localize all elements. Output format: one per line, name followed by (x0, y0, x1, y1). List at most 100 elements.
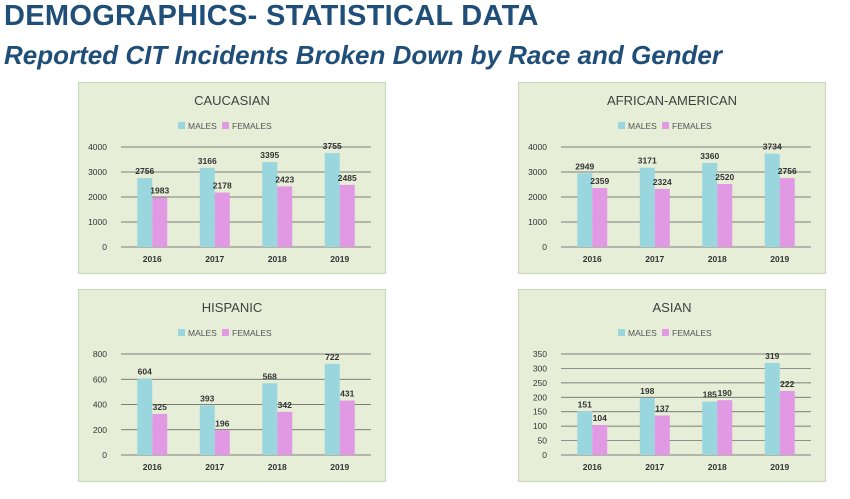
data-label: 2756 (135, 166, 154, 176)
bar-females (654, 415, 670, 455)
y-tick-label: 150 (533, 407, 547, 417)
y-tick-label: 0 (542, 450, 547, 460)
bar-females (779, 390, 795, 455)
bar-females (152, 413, 168, 455)
legend-label-males: MALES (628, 121, 657, 131)
x-tick-label: 2017 (205, 462, 224, 472)
bar-females (339, 400, 355, 455)
bar-males (577, 411, 593, 455)
chart-title: AFRICAN-AMERICAN (607, 93, 737, 108)
data-label: 3395 (260, 150, 279, 160)
legend-swatch-females (662, 329, 669, 336)
data-label: 2485 (338, 173, 357, 183)
chart-legend: MALES FEMALES (618, 328, 712, 338)
legend-label-females: FEMALES (672, 121, 712, 131)
y-tick-label: 0 (542, 242, 547, 252)
page-subtitle: Reported CIT Incidents Broken Down by Ra… (4, 40, 723, 70)
bar-females (717, 184, 733, 247)
data-label: 431 (340, 389, 354, 399)
legend-swatch-males (178, 122, 185, 129)
legend-swatch-males (618, 122, 625, 129)
chart-title: CAUCASIAN (194, 93, 270, 108)
data-label: 2423 (275, 174, 294, 184)
legend-label-females: FEMALES (232, 121, 272, 131)
legend-label-females: FEMALES (672, 328, 712, 338)
data-label: 3171 (638, 156, 657, 166)
y-tick-label: 200 (533, 392, 547, 402)
legend-swatch-females (222, 329, 229, 336)
data-label: 1983 (150, 185, 169, 195)
chart-title: ASIAN (652, 300, 691, 315)
y-tick-label: 300 (533, 363, 547, 373)
bar-females (717, 400, 733, 455)
bar-males (262, 162, 278, 247)
legend-swatch-females (222, 122, 229, 129)
legend-swatch-males (178, 329, 185, 336)
bar-males (262, 383, 278, 455)
y-tick-label: 400 (93, 400, 107, 410)
data-label: 196 (215, 418, 229, 428)
bar-females (214, 192, 230, 247)
bar-females (654, 188, 670, 247)
x-tick-label: 2018 (268, 254, 287, 264)
bar-females (779, 178, 795, 247)
x-tick-label: 2016 (583, 254, 602, 264)
data-label: 2949 (575, 161, 594, 171)
legend-label-males: MALES (188, 328, 217, 338)
x-tick-label: 2018 (708, 462, 727, 472)
chart-svg: AFRICAN-AMERICAN MALES FEMALES 0 1000 2000 300… (528, 93, 811, 264)
x-tick-label: 2018 (708, 254, 727, 264)
data-label: 151 (578, 399, 592, 409)
data-label: 722 (325, 352, 339, 362)
legend-label-females: FEMALES (232, 328, 272, 338)
data-label: 3755 (323, 141, 342, 151)
legend-swatch-females (662, 122, 669, 129)
data-label: 325 (153, 402, 167, 412)
y-tick-label: 3000 (528, 167, 547, 177)
bar-males (764, 153, 780, 247)
bar-males (702, 401, 718, 455)
x-tick-label: 2016 (143, 462, 162, 472)
chart-title: HISPANIC (202, 300, 262, 315)
chart-panel-caucasian: CAUCASIAN MALES FEMALES 0 1000 2000 3000 4000 27… (78, 82, 386, 274)
y-tick-label: 1000 (528, 217, 547, 227)
y-tick-label: 600 (93, 374, 107, 384)
y-tick-label: 2000 (528, 192, 547, 202)
bar-males (199, 167, 215, 247)
data-label: 393 (200, 393, 214, 403)
data-label: 3734 (763, 142, 782, 152)
x-tick-label: 2016 (583, 462, 602, 472)
x-tick-label: 2017 (645, 254, 664, 264)
bar-females (339, 184, 355, 247)
chart-svg: ASIAN MALES FEMALES 0 50 100 150 200 250 300 350 15… (533, 300, 811, 472)
x-tick-label: 2016 (143, 254, 162, 264)
y-tick-label: 100 (533, 421, 547, 431)
x-tick-label: 2019 (770, 462, 789, 472)
chart-legend: MALES FEMALES (618, 121, 712, 131)
y-tick-label: 0 (102, 242, 107, 252)
data-label: 2359 (590, 176, 609, 186)
legend-label-males: MALES (188, 121, 217, 131)
bar-males (199, 405, 215, 455)
data-label: 185 (703, 390, 717, 400)
bar-males (577, 173, 593, 247)
data-label: 2324 (653, 177, 672, 187)
bar-females (152, 197, 168, 247)
bar-males (764, 362, 780, 455)
y-tick-label: 50 (538, 436, 548, 446)
page-title: DEMOGRAPHICS- STATISTICAL DATA (4, 0, 539, 32)
y-tick-label: 250 (533, 378, 547, 388)
data-label: 604 (138, 367, 152, 377)
y-tick-label: 3000 (88, 167, 107, 177)
y-tick-label: 200 (93, 425, 107, 435)
x-tick-label: 2017 (205, 254, 224, 264)
chart-panel-hispanic: HISPANIC MALES FEMALES 0 200 400 600 800 604 325 2… (78, 289, 386, 482)
x-tick-label: 2019 (770, 254, 789, 264)
data-label: 198 (640, 386, 654, 396)
data-label: 137 (655, 403, 669, 413)
data-label: 2178 (213, 181, 232, 191)
bar-females (214, 430, 230, 455)
data-label: 190 (718, 388, 732, 398)
y-tick-label: 800 (93, 349, 107, 359)
legend-swatch-males (618, 329, 625, 336)
